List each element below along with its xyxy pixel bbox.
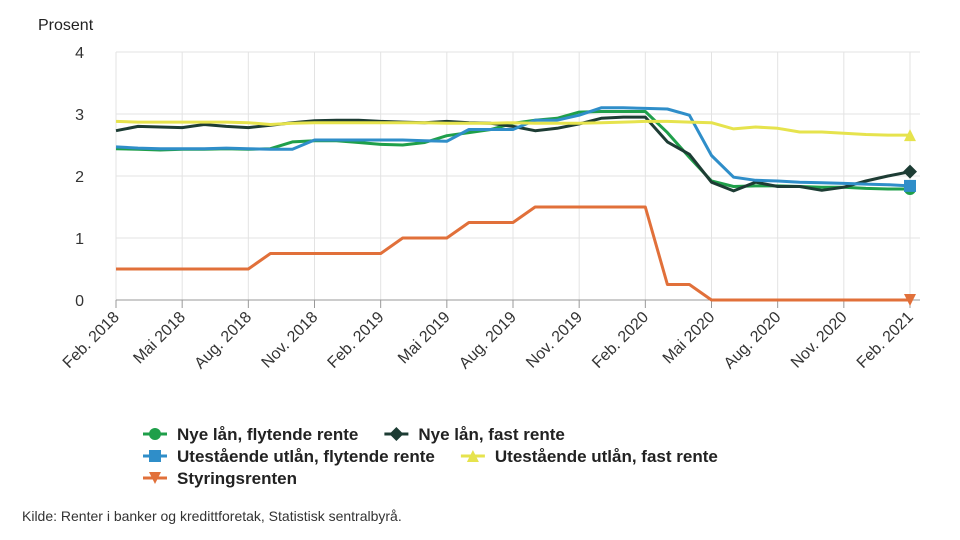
source: Kilde: Renter i banker og kredittforetak… xyxy=(22,508,402,524)
y-axis-label: Prosent xyxy=(38,17,94,34)
legend-marker xyxy=(149,428,161,440)
marker xyxy=(904,129,916,142)
legend-marker xyxy=(389,427,404,441)
legend-label: Styringsrenten xyxy=(177,469,297,488)
y-tick-label: 3 xyxy=(75,107,84,124)
x-tick-label: Nov. 2018 xyxy=(259,309,322,372)
marker xyxy=(904,294,916,306)
x-tick-label: Aug. 2018 xyxy=(192,309,256,373)
legend-label: Nye lån, flytende rente xyxy=(177,425,358,444)
series-line xyxy=(115,115,911,193)
marker xyxy=(903,164,917,179)
x-tick-label: Mai 2018 xyxy=(130,309,189,368)
series-line xyxy=(115,119,910,137)
legend-label: Utestående utlån, flytende rente xyxy=(177,447,435,466)
x-tick-label: Feb. 2021 xyxy=(854,309,917,372)
y-tick-label: 2 xyxy=(75,169,84,186)
x-tick-label: Mai 2020 xyxy=(660,309,719,368)
y-tick-label: 4 xyxy=(75,45,84,62)
y-tick-label: 0 xyxy=(75,293,84,310)
x-tick-label: Feb. 2020 xyxy=(589,309,652,372)
series-line xyxy=(115,106,911,188)
x-tick-label: Nov. 2020 xyxy=(788,309,851,372)
x-tick-label: Mai 2019 xyxy=(395,309,454,368)
x-tick-label: Aug. 2020 xyxy=(721,309,785,373)
legend-marker xyxy=(149,450,161,462)
x-tick-label: Aug. 2019 xyxy=(456,309,520,373)
x-tick-label: Nov. 2019 xyxy=(523,309,586,372)
legend-marker xyxy=(466,450,479,462)
legend-label: Nye lån, fast rente xyxy=(418,425,564,444)
series-line xyxy=(116,205,910,302)
x-tick-label: Feb. 2018 xyxy=(60,309,123,372)
x-tick-label: Feb. 2019 xyxy=(325,309,388,372)
legend-marker xyxy=(149,472,161,484)
y-tick-label: 1 xyxy=(75,231,84,248)
marker xyxy=(904,179,916,192)
legend-label: Utestående utlån, fast rente xyxy=(495,447,718,466)
